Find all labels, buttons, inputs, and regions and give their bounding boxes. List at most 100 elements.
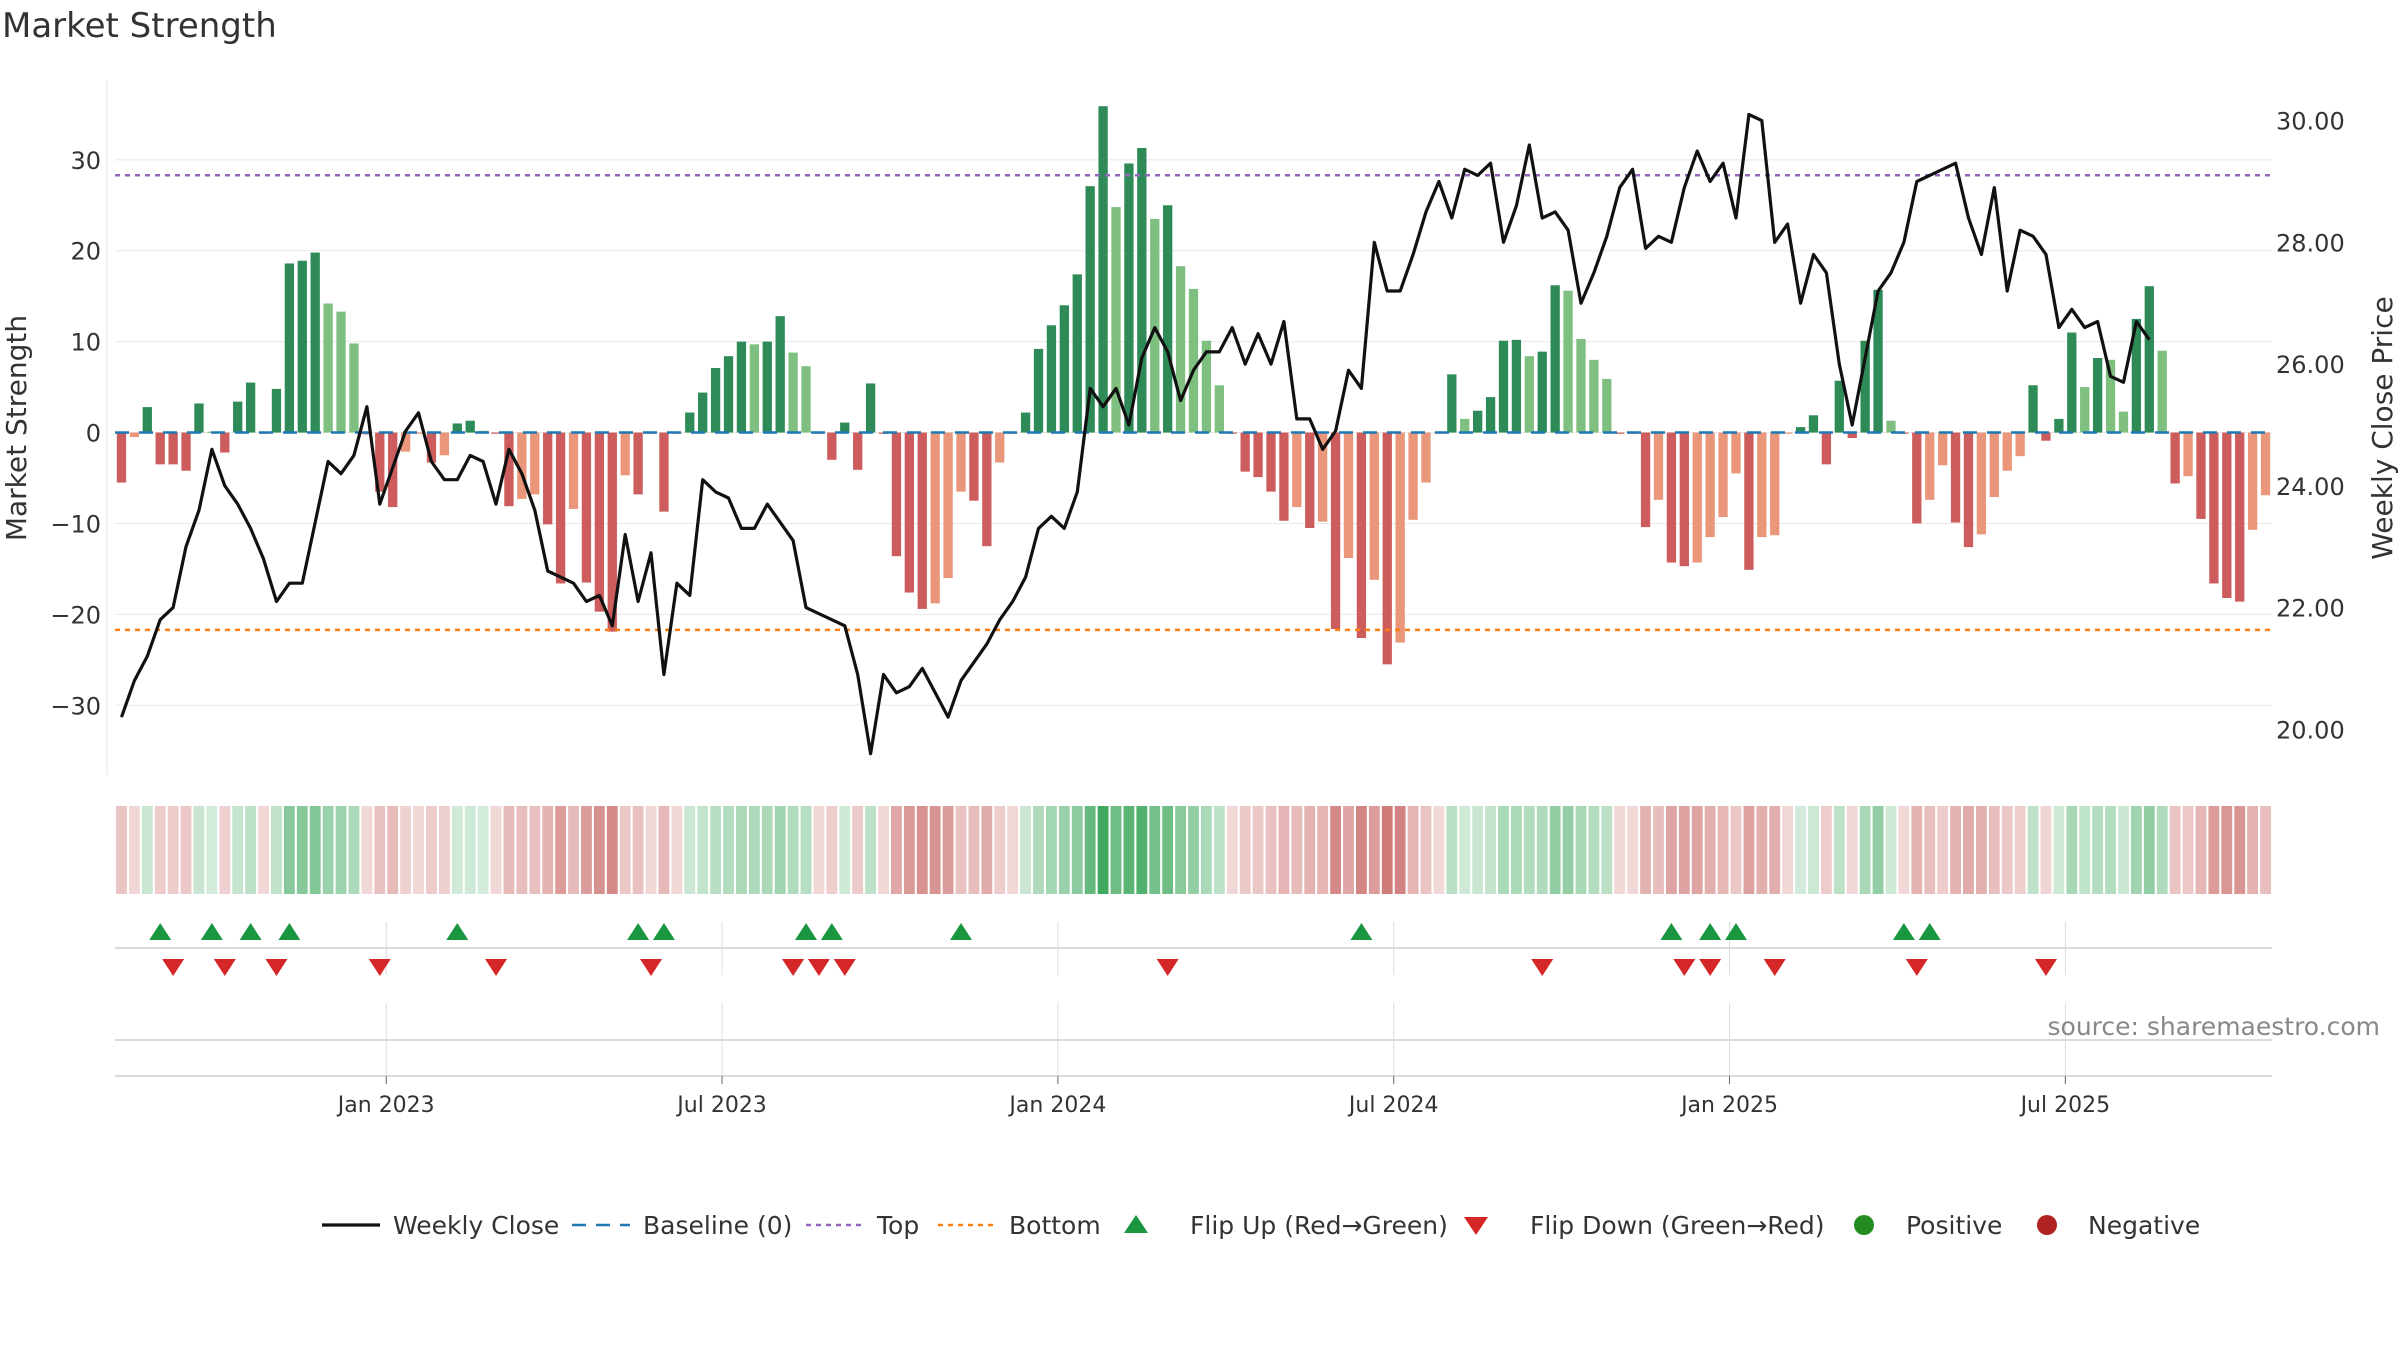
strength-bar xyxy=(1175,266,1186,433)
strength-bar xyxy=(1163,205,1173,433)
heat-cell xyxy=(1265,806,1277,894)
strength-bar xyxy=(1266,432,1276,492)
strength-bar xyxy=(1188,288,1199,433)
strength-bar xyxy=(465,420,475,433)
flip-up-marker xyxy=(1660,923,1683,940)
y-tick-label: −20 xyxy=(50,601,101,629)
y2-tick-label: 20.00 xyxy=(2276,716,2345,744)
heat-cell xyxy=(1782,806,1794,894)
strength-bar xyxy=(1550,285,1560,433)
y2-tick-label: 22.00 xyxy=(2276,595,2345,623)
axes: −30 −20 −10 0 10 20 30 20.00 22.00 24.00 26.00 28.0… xyxy=(0,80,2399,1118)
strength-bar xyxy=(2092,358,2103,433)
heat-cell xyxy=(1756,806,1768,894)
strength-bar xyxy=(543,432,553,525)
heat-cell xyxy=(1123,806,1135,894)
heat-cell xyxy=(916,806,928,894)
strength-bar xyxy=(336,311,346,433)
strength-bar xyxy=(917,432,927,609)
flip-up-marker xyxy=(278,923,301,940)
strength-bar xyxy=(1615,432,1625,434)
heat-cell xyxy=(593,806,605,894)
heat-cell xyxy=(426,806,437,894)
heat-cell xyxy=(1820,806,1832,894)
strength-bar xyxy=(530,432,540,495)
strength-bar xyxy=(452,423,462,433)
strength-bar xyxy=(220,432,230,453)
legend-label-flip-up: Flip Up (Red→Green) xyxy=(1190,1211,1448,1240)
heat-cell xyxy=(1808,806,1819,894)
legend-swatch-negative xyxy=(2037,1215,2057,1235)
legend-label-positive: Positive xyxy=(1906,1211,2002,1240)
heat-cell xyxy=(1653,806,1664,894)
weekly-close-path xyxy=(119,112,2151,756)
strength-bar xyxy=(1989,432,1999,498)
heat-cell xyxy=(1149,806,1161,894)
heat-cell xyxy=(606,806,618,894)
y-tick-label: 10 xyxy=(70,329,101,357)
heat-cell xyxy=(1601,806,1613,894)
flip-up-marker xyxy=(1724,923,1747,940)
heat-cell xyxy=(619,806,631,894)
heat-cell xyxy=(903,806,915,894)
heat-cell xyxy=(710,806,722,894)
heat-cell xyxy=(1704,806,1716,894)
heat-cell xyxy=(1097,806,1109,894)
strength-bar xyxy=(1860,340,1870,433)
heat-cell xyxy=(891,806,902,894)
strength-bar xyxy=(568,432,579,509)
heat-cell xyxy=(542,806,554,894)
heat-cell xyxy=(1575,806,1587,894)
strength-bar xyxy=(155,432,165,465)
heat-cell xyxy=(1162,806,1174,894)
strength-bar xyxy=(1046,325,1057,433)
heat-cell xyxy=(1614,806,1626,894)
heat-cell xyxy=(1407,806,1419,894)
x-tick-label: Jan 2024 xyxy=(1007,1093,1106,1118)
strength-bar xyxy=(1473,410,1483,433)
heat-cell xyxy=(1549,806,1561,894)
heat-cell xyxy=(1717,806,1729,894)
strength-bar xyxy=(698,392,708,433)
heat-cell xyxy=(1937,806,1949,894)
heat-cell xyxy=(2066,806,2078,894)
strength-bar xyxy=(375,432,385,492)
heat-cell xyxy=(2260,806,2271,894)
heat-cell xyxy=(348,806,360,894)
heat-cell xyxy=(658,806,670,894)
heat-cell xyxy=(1665,806,1677,894)
strength-bar xyxy=(1576,338,1586,433)
heat-cell xyxy=(684,806,696,894)
heat-cell xyxy=(1033,806,1044,894)
heat-cell xyxy=(322,806,334,894)
strength-bar xyxy=(801,366,811,433)
heat-cell xyxy=(2143,806,2155,894)
heat-cell xyxy=(1523,806,1535,894)
heat-cell xyxy=(400,806,412,894)
strength-bar xyxy=(1782,432,1793,434)
heat-cell xyxy=(2195,806,2207,894)
strength-bar xyxy=(245,382,256,433)
strength-bar xyxy=(1511,339,1522,433)
strength-bar xyxy=(1330,432,1341,629)
y2-tick-label: 26.00 xyxy=(2276,351,2345,379)
strength-bar xyxy=(233,401,243,433)
strength-bar xyxy=(943,432,953,578)
strength-bar xyxy=(2054,418,2064,433)
flip-up-marker xyxy=(1918,923,1941,940)
strength-bar xyxy=(1886,420,1896,433)
strength-bar xyxy=(1950,432,1961,523)
strength-bar xyxy=(1318,432,1328,522)
heat-cell xyxy=(736,806,747,894)
legend-label-bottom: Bottom xyxy=(1009,1211,1101,1240)
flip-down-marker xyxy=(640,959,663,976)
heat-cell xyxy=(1510,806,1522,894)
heat-cell xyxy=(1433,806,1445,894)
strength-bar xyxy=(710,368,721,433)
flip-up-marker xyxy=(950,923,973,940)
strength-bar xyxy=(555,432,566,584)
flip-up-marker xyxy=(200,923,223,940)
heat-cell xyxy=(477,806,489,894)
legend-swatch-flip-up xyxy=(1124,1215,1148,1233)
heat-cell xyxy=(335,806,347,894)
